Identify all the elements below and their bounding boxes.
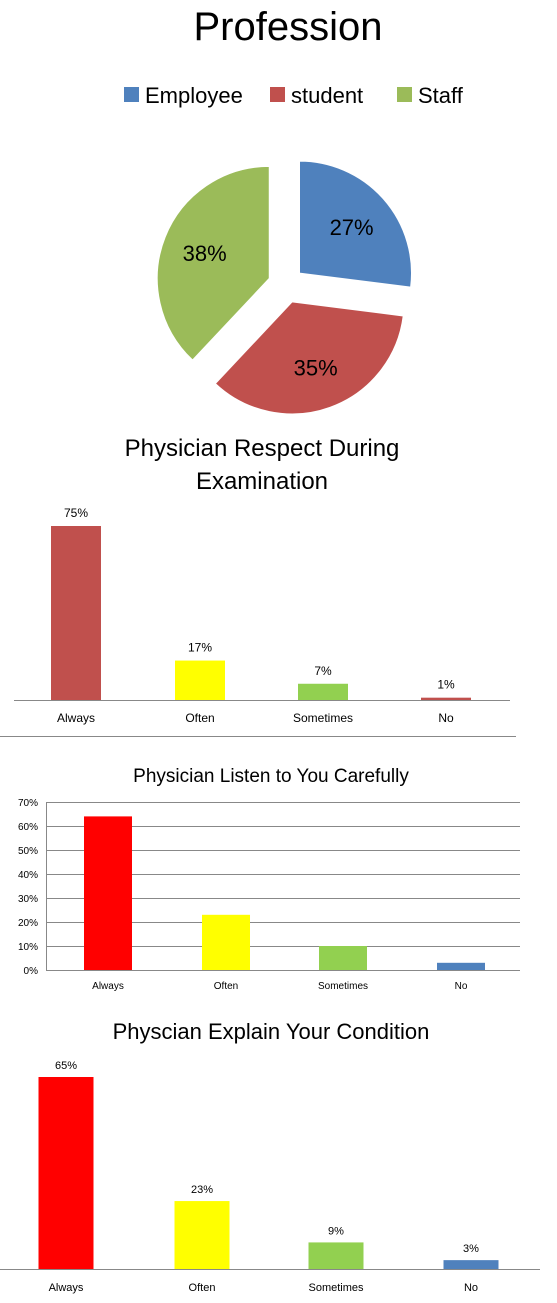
- respect-chart-title-line-2: Examination: [196, 468, 328, 495]
- explain-category-sometimes: Sometimes: [308, 1282, 364, 1294]
- pie-legend: Employee student Staff: [124, 83, 464, 108]
- pie-label-staff: 38%: [183, 241, 227, 266]
- listen-bar-chart: Physician Listen to You Carefully 0% 10% 2…: [18, 766, 520, 992]
- explain-category-always: Always: [49, 1282, 84, 1294]
- listen-bar-often: [202, 914, 250, 970]
- pie-label-employee: 27%: [330, 215, 374, 240]
- legend-label-employee: Employee: [145, 83, 243, 108]
- respect-bar-no: [421, 697, 471, 700]
- explain-data-label-no: 3%: [463, 1243, 479, 1255]
- explain-bar-no: [443, 1260, 499, 1269]
- respect-data-label-sometimes: 7%: [314, 664, 332, 678]
- pie-slice-staff: [156, 165, 270, 361]
- listen-category-often: Often: [214, 981, 238, 992]
- respect-bar-chart: Physician Respect During Examination 75%…: [0, 435, 516, 737]
- respect-data-label-often: 17%: [188, 641, 212, 655]
- respect-chart-title-line-1: Physician Respect During: [125, 435, 400, 462]
- respect-category-often: Often: [185, 711, 214, 725]
- explain-data-label-always: 65%: [55, 1060, 77, 1072]
- explain-data-label-often: 23%: [191, 1184, 213, 1196]
- listen-bar-always: [84, 816, 132, 970]
- listen-y-tick-10: 10%: [18, 942, 38, 953]
- pie-slice-student: [214, 301, 404, 415]
- explain-chart-title: Physcian Explain Your Condition: [113, 1019, 430, 1044]
- pie-slices: [156, 160, 412, 415]
- respect-bar-sometimes: [298, 683, 348, 700]
- listen-bar-sometimes: [319, 946, 367, 970]
- explain-bar-always: [38, 1077, 94, 1269]
- legend-swatch-employee: [124, 87, 139, 102]
- respect-category-sometimes: Sometimes: [293, 711, 353, 725]
- respect-category-always: Always: [57, 711, 95, 725]
- explain-bar-often: [174, 1201, 230, 1269]
- explain-bar-sometimes: [308, 1242, 364, 1269]
- pie-slice-employee: [299, 160, 412, 288]
- legend-label-student: student: [291, 83, 363, 108]
- listen-y-tick-20: 20%: [18, 918, 38, 929]
- listen-bars: Always Often Sometimes No: [84, 816, 485, 992]
- explain-category-often: Often: [189, 1282, 216, 1294]
- respect-bars: 75% Always 17% Often 7% Sometimes 1% No: [51, 506, 471, 725]
- listen-category-sometimes: Sometimes: [318, 981, 368, 992]
- listen-y-tick-40: 40%: [18, 870, 38, 881]
- listen-category-always: Always: [92, 981, 124, 992]
- explain-bar-chart: Physcian Explain Your Condition 65% Alway…: [0, 1019, 540, 1294]
- listen-y-tick-70: 70%: [18, 798, 38, 809]
- respect-data-label-always: 75%: [64, 506, 88, 520]
- listen-chart-title: Physician Listen to You Carefully: [133, 766, 409, 787]
- listen-bar-no: [437, 962, 485, 970]
- pie-label-student: 35%: [294, 355, 338, 380]
- respect-bar-often: [175, 660, 225, 700]
- explain-data-label-sometimes: 9%: [328, 1225, 344, 1237]
- explain-category-no: No: [464, 1282, 478, 1294]
- listen-y-tick-30: 30%: [18, 894, 38, 905]
- listen-category-no: No: [455, 981, 468, 992]
- respect-data-label-no: 1%: [437, 678, 455, 692]
- listen-y-tick-60: 60%: [18, 822, 38, 833]
- respect-category-no: No: [438, 711, 454, 725]
- respect-bar-always: [51, 526, 101, 700]
- legend-swatch-staff: [397, 87, 412, 102]
- legend-swatch-student: [270, 87, 285, 102]
- pie-chart-title: Profession: [194, 5, 383, 49]
- pie-slice-labels: 27% 35% 38%: [183, 215, 374, 380]
- listen-y-tick-50: 50%: [18, 846, 38, 857]
- explain-bars: 65% Always 23% Often 9% Sometimes 3% No: [38, 1060, 499, 1294]
- profession-pie-chart: Profession Employee student Staff 27% 35% 38…: [124, 5, 464, 415]
- listen-y-tick-0: 0%: [24, 966, 39, 977]
- legend-label-staff: Staff: [418, 83, 464, 108]
